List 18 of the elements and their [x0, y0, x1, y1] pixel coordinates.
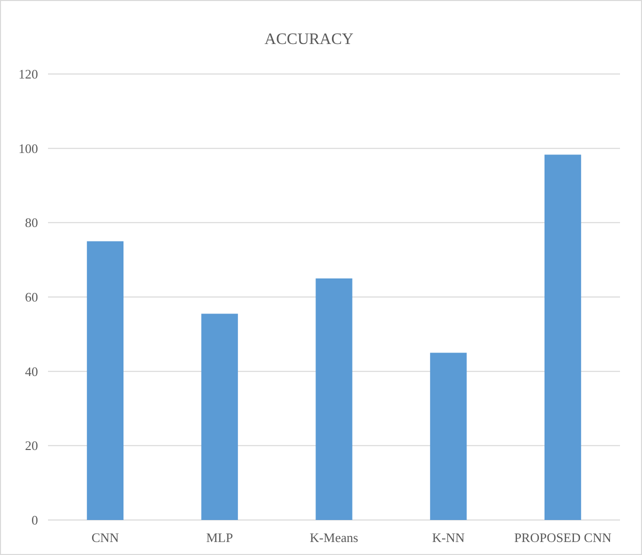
x-tick-label: MLP: [206, 530, 233, 545]
x-tick-label: PROPOSED CNN: [514, 530, 612, 545]
y-tick-label: 20: [25, 438, 38, 454]
y-tick-label: 60: [25, 290, 38, 305]
bar: [544, 154, 582, 520]
bar: [316, 278, 352, 520]
y-tick-label: 100: [18, 140, 38, 156]
bar: [430, 352, 467, 520]
bar: [86, 241, 124, 520]
y-tick-label: 80: [25, 215, 38, 230]
x-tick-label: K-NN: [432, 530, 466, 545]
y-tick-label: 0: [32, 512, 38, 528]
x-tick-label: K-Means: [310, 530, 358, 545]
chart-title: ACCURACY: [264, 31, 354, 48]
x-tick-label: CNN: [91, 530, 120, 545]
y-tick-label: 120: [18, 66, 38, 82]
y-tick-label: 40: [25, 364, 38, 379]
bar: [201, 314, 238, 520]
